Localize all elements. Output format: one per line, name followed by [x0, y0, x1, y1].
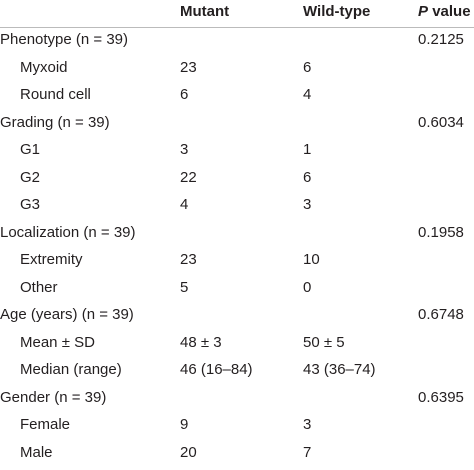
group-label: Localization (n = 39) [0, 223, 136, 241]
mutant-value: 6 [180, 86, 189, 103]
mutant-value: 48 ± 3 [180, 333, 222, 351]
row-label: G1 [20, 141, 41, 158]
mutant-value: 23 [180, 251, 197, 268]
mutant-value: 46 (16–84) [180, 361, 253, 378]
row-label: Female [20, 416, 71, 433]
p-value: 0.2125 [418, 31, 464, 48]
group-label: Age (years) (n = 39) [0, 306, 134, 323]
wild-type-value: 6 [303, 168, 312, 186]
wild-type-value: 6 [303, 58, 312, 76]
mutant-value: 3 [180, 141, 189, 158]
group-label: Phenotype (n = 39) [0, 31, 129, 48]
wild-type-value: 50 ± 5 [303, 333, 345, 351]
wild-type-value: 10 [303, 251, 320, 268]
mutant-value: 5 [180, 278, 189, 296]
row-label: Myxoid [20, 58, 68, 76]
header-p: P [418, 3, 429, 20]
mutant-value: 4 [180, 196, 189, 213]
row-label: G2 [20, 168, 41, 186]
p-value: 0.6748 [418, 306, 464, 323]
mutant-value: 20 [180, 443, 197, 461]
group-label: Gender (n = 39) [0, 388, 107, 406]
wild-type-value: 43 (36–74) [303, 361, 376, 378]
group-label: Grading (n = 39) [0, 113, 110, 131]
row-label: Other [20, 278, 58, 296]
row-label: Round cell [20, 86, 91, 103]
row-label: Mean ± SD [20, 333, 95, 351]
row-label: Male [20, 443, 53, 461]
mutant-value: 22 [180, 168, 197, 186]
p-value: 0.6034 [418, 113, 464, 131]
wild-type-value: 0 [303, 278, 312, 296]
p-value: 0.6395 [418, 388, 464, 406]
header-mutant: Mutant [180, 3, 230, 20]
wild-type-value: 3 [303, 416, 312, 433]
header-wild-type: Wild-type [303, 3, 371, 20]
p-value: 0.1958 [418, 223, 464, 241]
wild-type-value: 3 [303, 196, 312, 213]
wild-type-value: 1 [303, 141, 312, 158]
row-label: G3 [20, 196, 41, 213]
header-value: value [432, 3, 471, 20]
mutant-value: 9 [180, 416, 189, 433]
wild-type-value: 7 [303, 443, 312, 461]
wild-type-value: 4 [303, 86, 312, 103]
header-p-value: P value [418, 2, 471, 22]
row-label: Median (range) [20, 361, 122, 378]
row-label: Extremity [20, 251, 83, 268]
mutant-value: 23 [180, 58, 197, 76]
header-rule [0, 27, 474, 28]
